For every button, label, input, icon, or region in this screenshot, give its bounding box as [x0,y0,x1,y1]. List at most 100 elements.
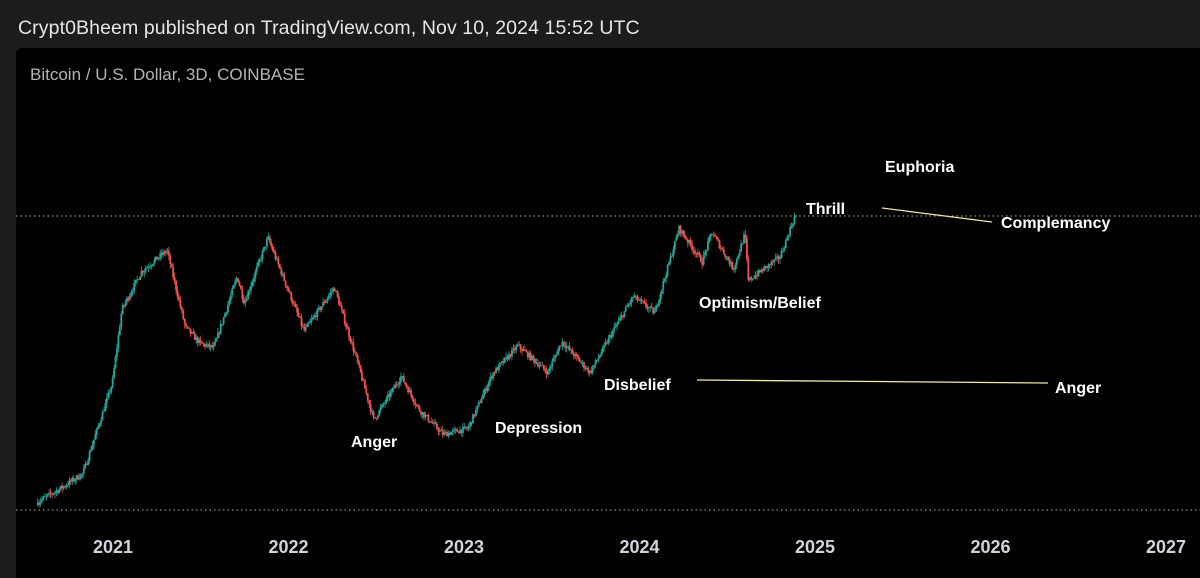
candle-body [597,357,600,361]
candle-body [309,321,312,324]
candle [655,303,657,312]
candle [622,314,624,320]
candle [254,269,257,283]
candle-body [381,404,384,408]
candle-body [365,388,368,394]
chart-panel[interactable]: Euphoria Thrill Complemancy Optimism/Belief… [16,48,1200,578]
candle-body [385,397,388,403]
candle-body [225,311,228,314]
candle [110,386,113,395]
candle-body [156,256,159,260]
candle [629,300,632,307]
candle-body [179,299,182,307]
candle-body [536,362,539,367]
candle-body [779,258,781,260]
candle-body [163,251,166,254]
candle-body [790,226,793,228]
candle [528,350,531,361]
candle-body [313,315,316,318]
candle [427,413,430,423]
candle-body [485,389,487,392]
candle [201,341,203,344]
candle-body [97,426,100,429]
candle-body [663,278,666,282]
candle-body [244,300,247,304]
candle [467,423,470,432]
candle [552,354,555,362]
candle [329,288,332,301]
candle [449,430,451,436]
candle-body [300,317,303,326]
candle [398,377,401,388]
candle [609,332,611,343]
candle-body [466,428,469,430]
candle-body [626,306,629,308]
candle [248,286,251,296]
candle [71,476,74,485]
candle [283,271,286,282]
candle [203,342,206,350]
candle [486,383,489,393]
candle [473,414,476,418]
candle [748,276,751,282]
candle-body [748,277,751,280]
candle-body [760,269,763,273]
candle [294,301,297,308]
candle-body [793,216,796,224]
candle [307,320,310,327]
candle [90,446,92,453]
candle-body [271,246,274,251]
candle [238,280,241,287]
candle [267,232,270,240]
candle-body [689,240,692,245]
candle [790,222,793,230]
candle [583,361,585,372]
candle-body [557,349,559,356]
candle-body [669,256,672,263]
annotation-label: Optimism/Belief [699,295,821,312]
candle-body [146,267,149,269]
candle [666,264,669,278]
candle-body [405,384,408,388]
candle-body [149,266,152,268]
candle-body [52,493,55,495]
candlestick-series [36,212,797,508]
candle-body [296,307,299,313]
candle [237,277,239,283]
candle [549,363,552,374]
candle [276,255,278,261]
candle [186,325,189,329]
candle [147,263,150,273]
candle [730,258,732,268]
candle-body [216,332,219,339]
candle-body [519,344,522,349]
candle [451,427,454,436]
price-guides [16,215,1200,511]
candle-body [609,335,611,338]
candle [597,353,600,363]
candle-body [395,384,398,386]
candle [617,316,620,325]
candle [144,265,147,275]
candle-body [375,418,378,419]
candle [289,290,291,295]
candle-body [610,335,613,337]
price-chart[interactable]: Euphoria Thrill Complemancy Optimism/Belief… [16,48,1200,578]
candle [691,240,694,254]
candle [653,307,656,314]
candle [669,252,672,265]
candle-body [227,304,229,312]
candle-body [224,313,226,318]
annotation-labels: Euphoria Thrill Complemancy Optimism/Belief… [351,159,1110,451]
candle-body [456,429,459,432]
candle-body [707,240,709,251]
candle [630,296,633,308]
candle [362,377,365,382]
candle-body [368,400,371,405]
candle-body [355,352,358,356]
candle-body [410,390,412,396]
candle [61,482,64,493]
candle [173,272,176,285]
candle-body [692,249,695,251]
candle [65,482,68,490]
